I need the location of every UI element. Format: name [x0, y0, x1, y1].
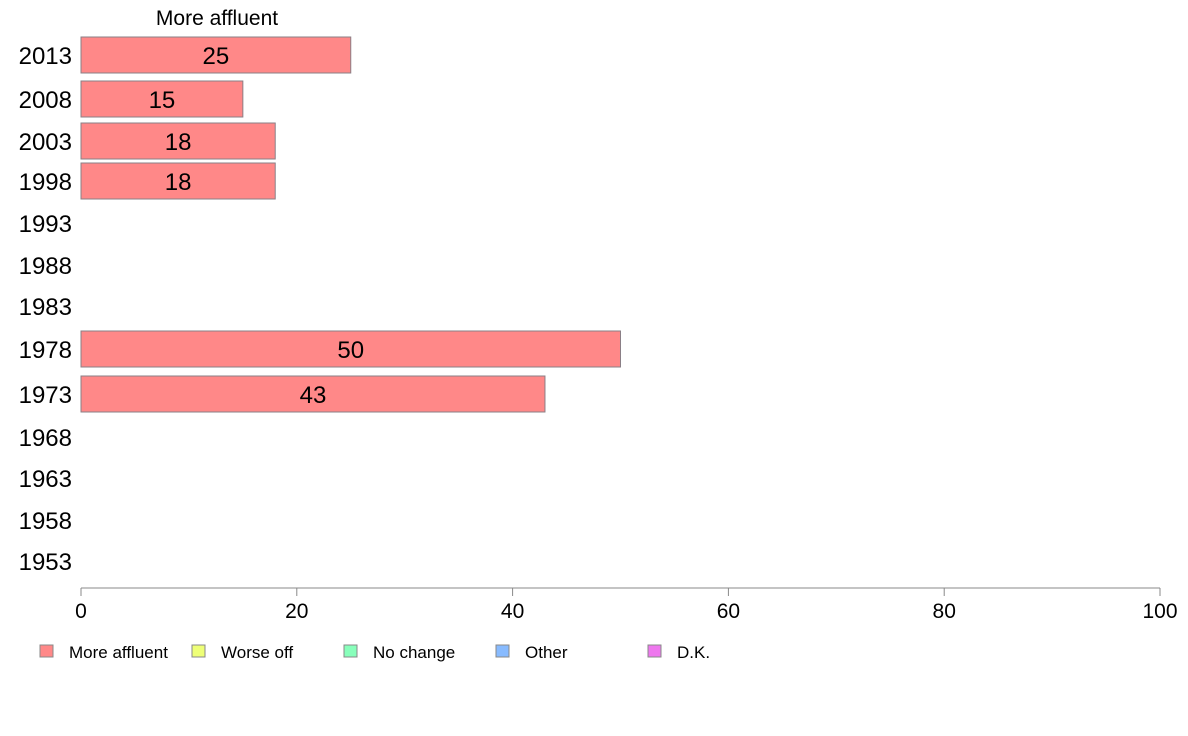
bar — [80, 375, 546, 413]
legend: More affluent Worse off No change Other D.K. — [39, 643, 710, 662]
x-tick-label: 100 — [1142, 600, 1177, 623]
bar — [80, 330, 621, 368]
year-labels-group: 2013 2008 2003 1998 1993 1988 1983 1978 1973 1968… — [19, 43, 72, 576]
legend-label: More affluent — [69, 643, 168, 662]
x-tick-label: 60 — [717, 600, 740, 623]
legend-swatch — [343, 644, 358, 658]
bar-value-label: 18 — [165, 129, 192, 156]
legend-swatch — [39, 644, 54, 658]
bar-value-label: 15 — [149, 87, 176, 114]
year-label: 1983 — [19, 294, 72, 321]
legend-swatch — [495, 644, 510, 658]
year-label: 1993 — [19, 211, 72, 238]
x-tick-label: 20 — [285, 600, 308, 623]
year-label: 1998 — [19, 169, 72, 196]
x-tick-label: 80 — [933, 600, 956, 623]
legend-label: Worse off — [221, 643, 293, 662]
x-axis: 0 20 40 60 80 100 — [75, 587, 1178, 623]
bar — [80, 122, 276, 160]
bar — [80, 36, 352, 74]
bar — [80, 162, 276, 200]
bars-group: 25 15 18 18 50 43 — [80, 36, 621, 413]
legend-swatch — [191, 644, 206, 658]
legend-swatch — [647, 644, 662, 658]
bar-value-label: 50 — [337, 337, 364, 364]
year-label: 1973 — [19, 382, 72, 409]
chart-title: More affluent — [156, 7, 278, 30]
bar-value-label: 18 — [165, 169, 192, 196]
x-tick-label: 40 — [501, 600, 524, 623]
x-tick-label: 0 — [75, 600, 87, 623]
bar-value-label: 43 — [300, 382, 327, 409]
year-label: 1968 — [19, 425, 72, 452]
year-label: 1953 — [19, 549, 72, 576]
year-label: 1988 — [19, 253, 72, 280]
legend-label: No change — [373, 643, 455, 662]
year-label: 1958 — [19, 508, 72, 535]
legend-label: D.K. — [677, 643, 710, 662]
bar-value-label: 25 — [203, 43, 230, 70]
year-label: 2003 — [19, 129, 72, 156]
year-label: 2008 — [19, 87, 72, 114]
legend-label: Other — [525, 643, 568, 662]
year-label: 1963 — [19, 466, 72, 493]
bar — [80, 80, 244, 118]
year-label: 2013 — [19, 43, 72, 70]
year-label: 1978 — [19, 337, 72, 364]
